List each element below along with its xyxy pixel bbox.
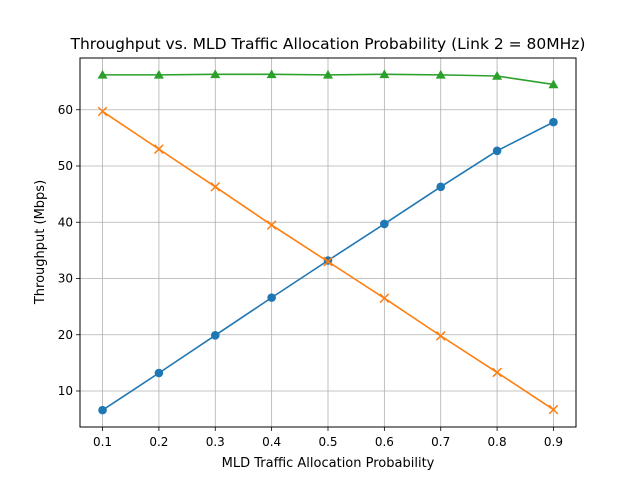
series-2-point <box>435 331 446 341</box>
y-axis-label: Throughput (Mbps) <box>33 180 48 305</box>
series-1-point <box>98 405 107 415</box>
series-2-point <box>154 144 164 154</box>
series-1-point <box>492 146 502 156</box>
y-axis-ticks: 10 20 30 40 50 60 <box>58 103 80 398</box>
x-tick-label: 0.7 <box>431 435 450 449</box>
series-3-point <box>97 69 108 79</box>
x-tick-label: 0.8 <box>488 435 507 449</box>
series-3-point <box>266 69 277 79</box>
series-1-point <box>549 117 558 127</box>
series-2-point <box>97 106 108 117</box>
y-tick-label: 60 <box>58 103 73 117</box>
series-3-point <box>210 69 221 79</box>
series-3-point <box>492 71 503 80</box>
series-3-point <box>379 69 390 79</box>
series-3-point <box>435 69 446 79</box>
chart-title: Throughput vs. MLD Traffic Allocation Pr… <box>70 35 586 53</box>
grid-lines <box>80 58 576 427</box>
x-tick-label: 0.3 <box>206 435 225 449</box>
x-tick-label: 0.5 <box>318 435 337 449</box>
y-tick-label: 20 <box>58 328 73 342</box>
series-2-point <box>323 256 333 267</box>
series-2-point <box>492 367 502 378</box>
series-layer <box>97 69 559 415</box>
y-tick-label: 30 <box>58 272 73 286</box>
y-tick-label: 40 <box>58 215 73 229</box>
series-1-point <box>210 331 220 340</box>
series-3-point <box>548 79 559 89</box>
series-1-point <box>267 293 276 302</box>
series-1-point <box>380 219 389 229</box>
series-2-point <box>210 181 221 192</box>
series-1-point <box>154 368 164 378</box>
series-3-point <box>323 69 333 79</box>
x-tick-label: 0.6 <box>375 435 394 449</box>
x-axis-label: MLD Traffic Allocation Probability <box>222 456 435 471</box>
series-2-point <box>548 404 559 415</box>
series-3-point <box>153 69 164 79</box>
series-2-point <box>266 220 277 230</box>
series-2-point <box>379 293 390 304</box>
x-tick-label: 0.1 <box>93 435 112 449</box>
x-tick-label: 0.2 <box>149 435 168 449</box>
y-tick-label: 10 <box>58 384 73 398</box>
series-1-point <box>436 182 446 192</box>
y-tick-label: 50 <box>58 159 73 173</box>
x-axis-ticks: 0.1 0.2 0.3 0.4 0.5 0.6 0.7 0.8 0.9 <box>93 427 563 449</box>
x-tick-label: 0.4 <box>262 435 281 449</box>
x-tick-label: 0.9 <box>544 435 563 449</box>
